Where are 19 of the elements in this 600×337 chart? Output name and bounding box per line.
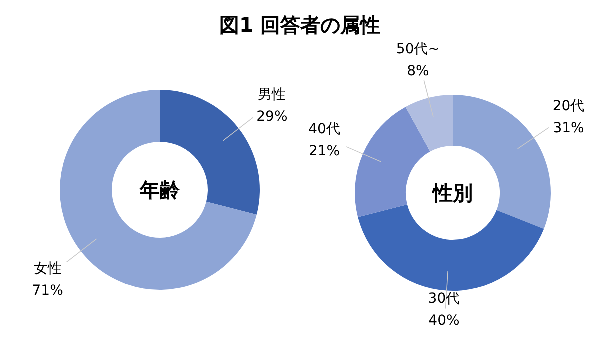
data-label: 21%: [308, 143, 340, 160]
slice-label: 50代~: [396, 41, 440, 58]
slice-label: 30代: [428, 291, 460, 307]
donut-slice: [453, 95, 551, 230]
data-label: 71%: [32, 283, 64, 300]
donut-slice: [355, 107, 430, 218]
data-label: 40%: [428, 313, 460, 329]
text: 性別: [431, 181, 473, 205]
text: 年齢: [139, 178, 181, 202]
donut-slice: [406, 95, 453, 152]
data-label: 29%: [256, 108, 288, 125]
donut-slice: [358, 204, 544, 291]
data-label: 31%: [553, 120, 584, 136]
slice-label: 女性: [34, 261, 62, 278]
slice-label: 男性: [258, 86, 286, 103]
chart-title: 図1 回答者の属性: [220, 13, 380, 37]
slice-label: 40代: [308, 121, 340, 138]
slice-label: 20代: [552, 98, 585, 114]
data-label: 8%: [407, 63, 430, 80]
